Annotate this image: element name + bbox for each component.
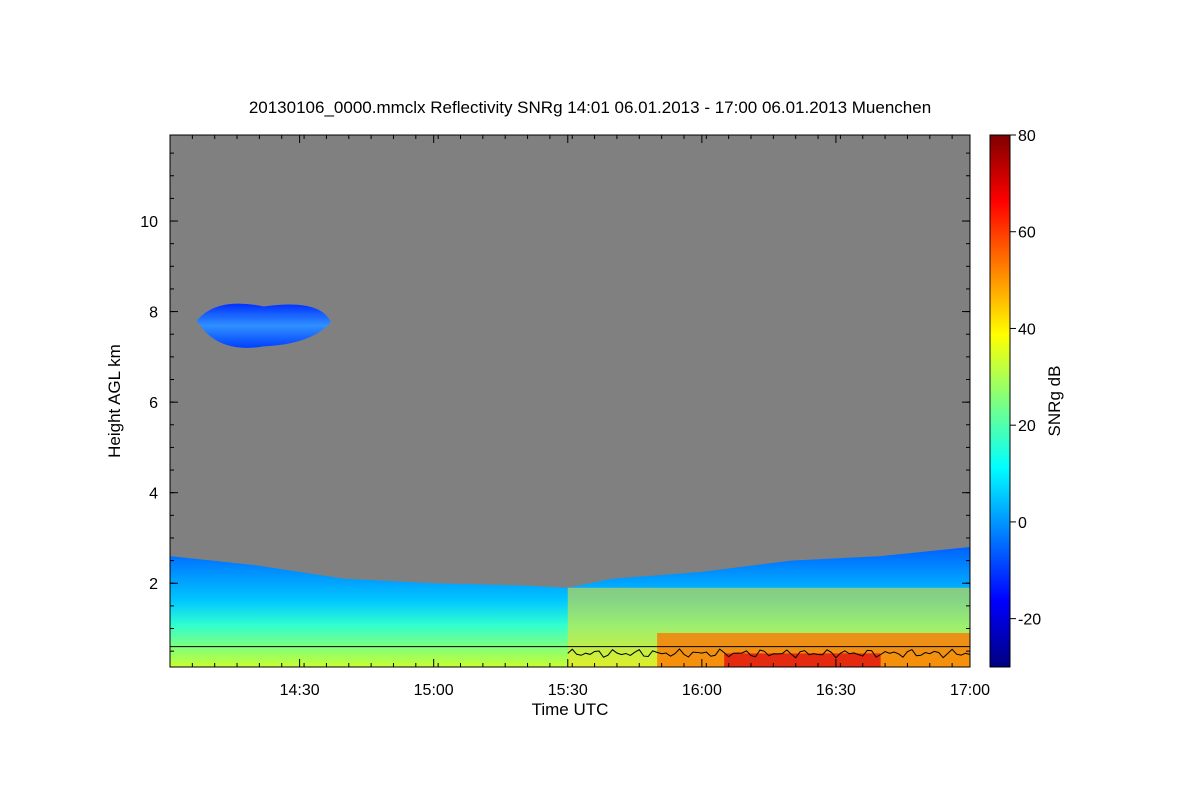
colorbar-tick-label: 40: [1018, 321, 1036, 338]
colorbar-tick-label: 20: [1018, 418, 1036, 435]
y-tick-label: 4: [149, 486, 158, 503]
y-axis: 2 4 6 8 10: [140, 152, 970, 652]
chart-title: 20130106_0000.mmclx Reflectivity SNRg 14…: [249, 98, 931, 117]
colorbar-ticks: -20 0 20 40 60 80: [1010, 128, 1041, 629]
peak-echo-region: [724, 653, 881, 667]
trace-line: [567, 648, 971, 659]
y-tick-label: 2: [149, 576, 158, 593]
x-tick-label: 15:30: [548, 682, 588, 699]
x-tick-label: 16:00: [682, 682, 722, 699]
x-tick-label: 16:30: [816, 682, 856, 699]
x-tick-label: 17:00: [950, 682, 990, 699]
colorbar: -20 0 20 40 60 80 SNRg dB: [989, 128, 1064, 668]
overlay-lines: [170, 646, 971, 659]
y-tick-label: 8: [149, 305, 158, 322]
x-axis: 14:30 15:00 15:30 16:00 16:30 17:00: [169, 135, 990, 699]
plot-frame: [169, 134, 971, 668]
x-tick-label: 14:30: [280, 682, 320, 699]
y-tick-label: 6: [149, 395, 158, 412]
y-axis-title: Height AGL km: [105, 344, 124, 458]
colorbar-title: SNRg dB: [1045, 366, 1064, 437]
colorbar-tick-label: 0: [1018, 515, 1027, 532]
y-tick-label: 10: [140, 214, 158, 231]
echo-features: [170, 303, 970, 667]
colorbar-tick-label: -20: [1018, 612, 1041, 629]
elevated-cloud-layer: [196, 303, 331, 348]
x-axis-title: Time UTC: [532, 700, 609, 719]
colorbar-fill: [989, 134, 1011, 668]
colorbar-tick-label: 60: [1018, 225, 1036, 242]
colorbar-tick-label: 80: [1018, 128, 1036, 145]
plot-area: [170, 135, 970, 667]
x-tick-label: 15:00: [414, 682, 454, 699]
